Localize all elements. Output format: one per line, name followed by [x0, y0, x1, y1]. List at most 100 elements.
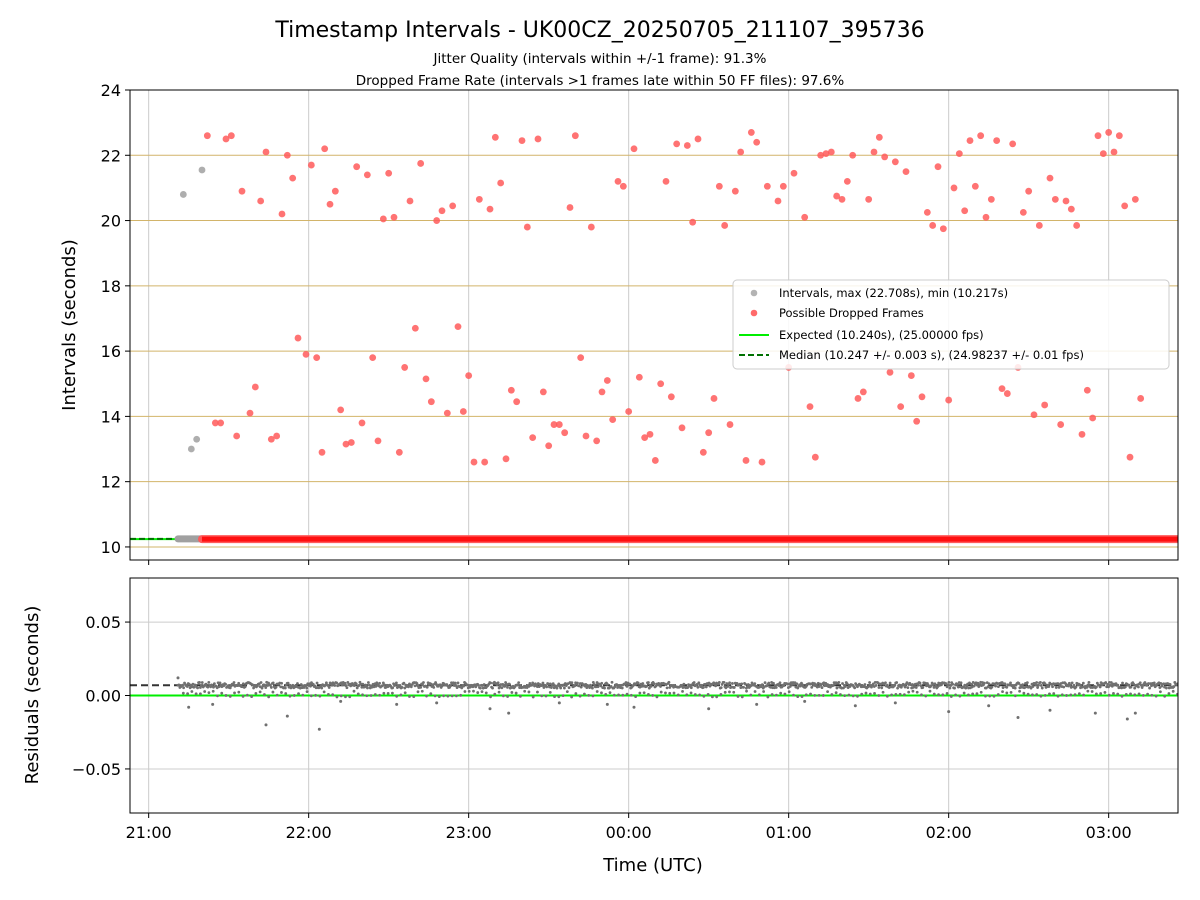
- residual-point: [983, 681, 986, 685]
- residual-point: [911, 689, 915, 693]
- residual-point: [207, 680, 211, 684]
- residual-point: [517, 681, 521, 685]
- dropped-frame-point: [582, 432, 590, 440]
- residual-point: [314, 693, 317, 697]
- residual-point: [1123, 685, 1127, 689]
- residual-point: [1127, 683, 1131, 687]
- legend-label-expected: Expected (10.240s), (25.00000 fps): [779, 328, 984, 342]
- residual-point: [945, 691, 949, 695]
- residual-point: [402, 681, 406, 685]
- residual-point: [467, 689, 471, 693]
- dropped-frame-point: [998, 385, 1006, 393]
- residual-point: [503, 685, 507, 688]
- residual-point: [344, 695, 347, 699]
- dropped-frame-point: [1003, 390, 1011, 397]
- residual-outlier: [947, 710, 951, 714]
- residual-point: [1054, 686, 1058, 689]
- residual-point: [263, 693, 266, 696]
- dropped-frame-point: [571, 132, 579, 140]
- residual-point: [361, 682, 365, 686]
- residual-point: [232, 681, 236, 684]
- residual-point: [649, 684, 653, 688]
- residual-point: [880, 686, 884, 690]
- residual-point: [198, 681, 201, 684]
- residual-point: [1086, 689, 1090, 693]
- dropped-frame-point: [646, 430, 654, 438]
- residual-outlier: [632, 705, 636, 709]
- residual-point: [1018, 689, 1021, 693]
- residual-point: [820, 686, 824, 689]
- residual-point: [971, 681, 975, 684]
- dropped-frame-point: [502, 455, 510, 463]
- top-y-tick-label: 14: [101, 407, 121, 426]
- residual-point: [227, 684, 230, 687]
- residual-point: [269, 686, 273, 689]
- residual-point: [1069, 693, 1073, 697]
- residual-point: [353, 684, 356, 687]
- residual-point: [420, 689, 424, 693]
- residual-point: [462, 684, 465, 688]
- residual-point: [177, 683, 181, 687]
- residual-point: [665, 686, 669, 690]
- dropped-frame-point: [459, 408, 467, 415]
- bottom-y-tick-label: 0.00: [85, 687, 121, 706]
- residual-point: [745, 689, 748, 693]
- residual-point: [911, 683, 914, 686]
- residual-point: [561, 694, 565, 698]
- legend-marker-dropped: [750, 309, 758, 317]
- residual-point: [668, 686, 672, 689]
- bottom-y-tick-label: −0.05: [72, 760, 121, 779]
- residual-point: [283, 686, 287, 690]
- residual-point: [274, 685, 278, 689]
- residual-point: [959, 681, 963, 685]
- residual-point: [510, 691, 514, 694]
- residual-point: [199, 684, 203, 687]
- residual-point: [951, 682, 955, 686]
- x-tick-label: 21:00: [126, 823, 172, 842]
- residual-point: [843, 694, 847, 698]
- residual-point: [884, 681, 887, 685]
- residual-point: [433, 694, 437, 698]
- residual-point: [220, 691, 224, 695]
- residual-point: [847, 693, 851, 697]
- dropped-frame-point: [1030, 411, 1038, 419]
- residual-point: [425, 685, 429, 689]
- dropped-frame-point: [619, 182, 627, 190]
- residual-point: [1168, 683, 1172, 686]
- residual-point: [1133, 686, 1137, 690]
- residual-point: [652, 682, 656, 686]
- residual-point: [893, 683, 897, 687]
- residual-point: [1107, 693, 1111, 697]
- residual-point: [693, 693, 697, 696]
- residual-point: [605, 682, 609, 686]
- residual-point: [744, 682, 747, 686]
- top-y-tick-label: 24: [101, 81, 121, 100]
- residual-point: [740, 695, 744, 699]
- residual-point: [567, 686, 571, 690]
- residual-outlier: [1016, 716, 1020, 720]
- residual-point: [1116, 692, 1120, 696]
- residual-point: [994, 684, 997, 688]
- dropped-frame-point: [385, 169, 393, 177]
- dropped-frame-point: [545, 442, 553, 450]
- dropped-frame-point: [406, 197, 414, 205]
- residual-point: [775, 693, 778, 697]
- residual-point: [1171, 689, 1175, 693]
- residual-point: [868, 692, 872, 696]
- residual-point: [352, 689, 356, 693]
- residual-point: [813, 694, 817, 697]
- dropped-frame-point: [1126, 453, 1134, 461]
- residual-point: [692, 681, 696, 684]
- residual-outlier: [853, 704, 857, 708]
- residual-point: [659, 685, 662, 688]
- residual-point: [415, 682, 419, 685]
- residual-outlier: [893, 701, 897, 705]
- residual-point: [641, 682, 645, 685]
- residual-point: [1074, 685, 1078, 689]
- residual-point: [839, 693, 842, 696]
- dropped-frame-point: [321, 145, 329, 153]
- residual-point: [717, 681, 721, 684]
- residual-point: [864, 691, 868, 695]
- residual-point: [1140, 686, 1144, 689]
- residual-point: [1056, 682, 1060, 685]
